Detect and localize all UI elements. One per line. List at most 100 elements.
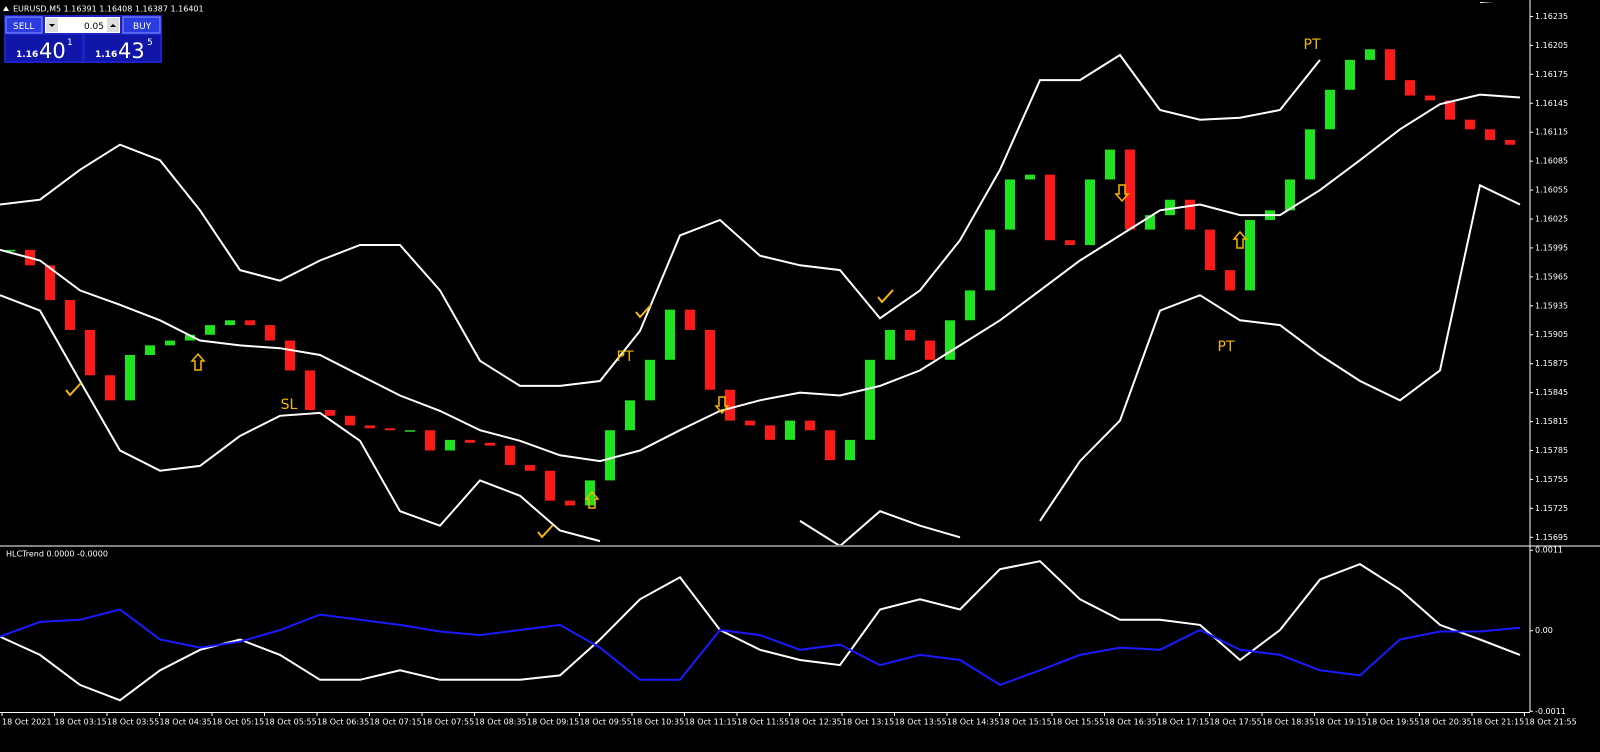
check-icon — [877, 289, 894, 304]
candle — [1005, 179, 1015, 230]
band-lower — [0, 183, 1521, 545]
time-label: 18 Oct 16:35 — [1105, 718, 1157, 727]
ask-prefix: 1.16 — [95, 50, 117, 60]
bid-box[interactable] — [6, 35, 82, 61]
candle — [405, 430, 415, 432]
candle — [1025, 174, 1035, 180]
y-tick-label: 1.15785 — [1535, 446, 1568, 455]
indicator-title: HLCTrend 0.0000 -0.0000 — [6, 550, 108, 559]
annotation: SL — [281, 397, 298, 413]
candle — [1225, 270, 1235, 291]
candle — [1205, 229, 1215, 271]
sell-button[interactable] — [5, 16, 43, 34]
up-arrow-icon — [1232, 230, 1248, 249]
candle — [225, 320, 235, 326]
symbol-header: EURUSD,M5 1.16391 1.16408 1.16387 1.1640… — [13, 5, 204, 14]
candle — [125, 354, 135, 401]
y-tick-label: 1.15875 — [1535, 359, 1568, 368]
y-tick-label: 1.16025 — [1535, 215, 1568, 224]
candle — [1445, 100, 1455, 120]
y-tick-label: 1.16085 — [1535, 157, 1568, 166]
candle — [925, 340, 935, 360]
time-label: 18 Oct 18:35 — [1262, 718, 1314, 727]
candle — [365, 425, 375, 429]
candle — [785, 420, 795, 440]
candle — [345, 415, 355, 426]
candle — [585, 480, 595, 506]
candle — [545, 470, 555, 501]
candle — [1285, 179, 1295, 211]
indicator-line — [0, 608, 1521, 687]
candle — [5, 249, 15, 252]
y-tick-label: -0.0011 — [1535, 707, 1566, 716]
candle — [1065, 240, 1075, 246]
candle — [825, 430, 835, 461]
up-arrow-icon — [584, 490, 600, 509]
candle — [865, 359, 875, 440]
candle — [805, 420, 815, 431]
candle — [1185, 199, 1195, 230]
candle — [765, 425, 775, 440]
y-tick-label: 1.16145 — [1535, 99, 1568, 108]
candle — [1405, 80, 1415, 96]
time-label: 18 Oct 14:35 — [947, 718, 999, 727]
candle — [665, 309, 675, 360]
y-tick-label: 1.15995 — [1535, 243, 1568, 252]
time-label: 18 Oct 08:35 — [475, 718, 527, 727]
ask-box[interactable] — [85, 35, 160, 61]
time-label: 18 Oct 03:55 — [107, 718, 159, 727]
y-tick-label: 1.16235 — [1535, 12, 1568, 21]
down-arrow-icon — [714, 396, 730, 415]
time-label: 18 Oct 04:35 — [160, 718, 212, 727]
candle — [105, 375, 115, 401]
buy-button[interactable] — [122, 16, 161, 34]
time-label: 18 Oct 11:15 — [685, 718, 737, 727]
sell-label: SELL — [13, 22, 34, 32]
candle — [285, 340, 295, 371]
ask-big: 43 — [118, 39, 145, 63]
candle — [1485, 129, 1495, 140]
price-plot — [0, 2, 1521, 545]
band-upper — [0, 2, 1494, 387]
candle — [1105, 149, 1115, 180]
menu-triangle[interactable] — [3, 6, 9, 11]
y-tick-label: 1.15725 — [1535, 504, 1568, 513]
buy-label: BUY — [133, 22, 152, 32]
time-label: 18 Oct 2021 — [2, 718, 51, 727]
band-middle — [0, 93, 1521, 463]
candle — [985, 229, 995, 291]
y-tick-label: 1.16205 — [1535, 41, 1568, 50]
y-tick-label: 1.16175 — [1535, 70, 1568, 79]
lot-value: 0.05 — [84, 22, 104, 32]
y-tick-label: 0.00 — [1535, 626, 1553, 635]
candle — [1325, 89, 1335, 130]
candle — [845, 439, 855, 461]
candle — [1125, 149, 1135, 230]
candle — [505, 445, 515, 465]
indicator-plot — [0, 560, 1521, 702]
bid-sup: 1 — [67, 38, 73, 48]
candle — [265, 325, 275, 341]
time-label: 18 Oct 20:35 — [1420, 718, 1472, 727]
candle — [1345, 59, 1355, 90]
candle — [1465, 119, 1475, 130]
candle — [1245, 219, 1255, 291]
bid-big: 40 — [39, 39, 66, 63]
candle — [625, 400, 635, 431]
time-label: 18 Oct 15:55 — [1052, 718, 1104, 727]
y-tick-label: 1.16055 — [1535, 186, 1568, 195]
candle — [605, 430, 615, 481]
y-tick-label: 1.15905 — [1535, 330, 1568, 339]
candle — [465, 439, 475, 443]
candle — [165, 340, 175, 346]
candle — [45, 265, 55, 301]
candle — [1045, 174, 1055, 241]
candle — [645, 359, 655, 401]
check-icon — [635, 304, 652, 319]
y-tick-label: 1.15815 — [1535, 417, 1568, 426]
up-arrow-icon — [190, 352, 206, 371]
lot-field[interactable] — [45, 17, 120, 33]
candle — [1165, 199, 1175, 216]
candle — [185, 334, 195, 341]
